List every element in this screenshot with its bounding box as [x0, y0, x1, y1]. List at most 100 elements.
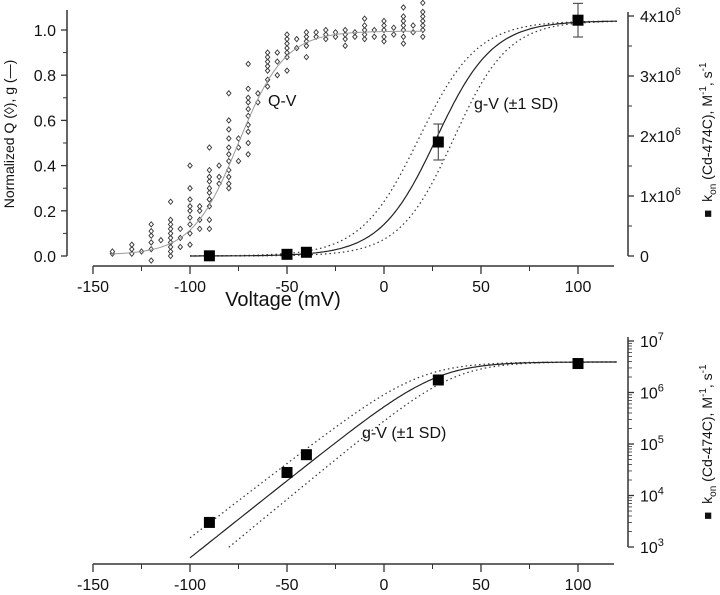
kon-point	[432, 374, 444, 386]
qv-point	[167, 230, 174, 237]
x-tick-label: -50	[275, 279, 298, 296]
qv-point	[361, 15, 368, 22]
qv-point	[400, 33, 407, 41]
bottom-right-y-ticks: 103 104 105 106 107	[628, 331, 664, 557]
qv-point	[206, 166, 213, 174]
ylabel-m-exp: -1	[698, 388, 709, 397]
qv-point	[226, 89, 232, 97]
qv-point	[361, 31, 368, 38]
qv-point	[129, 241, 135, 248]
qv-point	[342, 26, 348, 34]
qv-point	[284, 49, 290, 56]
qv-point	[235, 135, 242, 142]
qv-point	[206, 196, 213, 203]
qv-point	[148, 257, 154, 264]
gv-fit-lower-sd-curve	[228, 361, 617, 548]
kon-point	[281, 248, 293, 260]
y-tick-label: 0.8	[34, 68, 56, 85]
top-x-ticks: -150 -100 -50 0 50 100	[77, 266, 591, 296]
ylabel-s-exp: -1	[698, 364, 709, 373]
qv-point	[303, 28, 310, 36]
qv-point	[167, 225, 174, 233]
qv-point	[284, 44, 290, 52]
kon-point	[572, 14, 584, 26]
qv-point	[264, 53, 271, 61]
qv-point	[284, 40, 290, 47]
qv-point	[245, 128, 251, 135]
x-tick-label: -100	[174, 279, 206, 296]
kon-point	[281, 466, 293, 478]
gv-fit-curve	[189, 361, 617, 559]
kon-point	[203, 250, 215, 262]
kon-data-points	[203, 2, 584, 262]
ylabel-s: , s	[699, 373, 715, 388]
bottom-x-ticks: -150 -100 -50 0 50 100	[77, 564, 591, 594]
qv-point	[245, 94, 251, 102]
qv-point	[206, 173, 213, 181]
top-panel: 0.0 0.2 0.4 0.6 0.8 1.0 0 1x106 2x106 3x106 4x106…	[1, 0, 719, 311]
qv-point	[206, 216, 213, 224]
x-tick-label: 100	[565, 279, 592, 296]
y-tick-label: 1x106	[640, 186, 681, 206]
qv-point	[420, 22, 426, 29]
kon-point	[300, 449, 312, 461]
kon-point	[432, 136, 444, 148]
qv-point	[264, 62, 271, 70]
qv-point	[167, 216, 174, 224]
qv-point	[167, 252, 174, 260]
qv-point	[352, 33, 358, 41]
qv-point	[381, 17, 387, 25]
qv-point	[245, 112, 251, 120]
qv-point	[226, 135, 232, 142]
qv-point	[371, 33, 378, 41]
qv-point	[274, 58, 281, 65]
qv-point	[400, 13, 407, 20]
y-tick-label: 0.6	[34, 113, 56, 130]
ylabel-m-exp: -1	[698, 86, 709, 95]
y-tick-label: 3x106	[640, 66, 681, 86]
qv-point	[226, 184, 232, 192]
qv-point	[216, 162, 222, 169]
qv-point	[226, 117, 232, 124]
qv-point	[177, 243, 184, 251]
qv-point	[420, 17, 426, 25]
ylabel-k: k	[699, 194, 715, 202]
qv-point	[274, 49, 281, 56]
qv-point	[148, 239, 154, 246]
x-tick-label: 0	[380, 279, 389, 296]
qv-point	[109, 248, 116, 255]
qv-point	[245, 99, 251, 106]
qv-point	[361, 22, 368, 29]
qv-point	[206, 225, 213, 233]
qv-point	[420, 0, 426, 7]
qv-point	[420, 33, 426, 41]
qv-point	[206, 144, 213, 151]
svg-text:■ kon (Cd-474C), M-1,: ■ kon (Cd-474C), M-1, s-1	[698, 62, 719, 218]
qv-point	[187, 184, 193, 192]
y-tick-label: 0.4	[34, 159, 56, 176]
qv-point	[332, 33, 339, 41]
qv-point	[177, 225, 184, 233]
qv-point	[187, 162, 193, 169]
qv-point	[226, 151, 232, 158]
qv-point	[303, 42, 310, 50]
gv-fit-lower-sd-curve	[190, 20, 617, 257]
qv-point	[206, 184, 213, 192]
qv-point	[235, 157, 242, 165]
y-tick-label: 2x106	[640, 126, 681, 146]
gv-fit-upper-sd-curve	[190, 20, 617, 257]
qv-point	[187, 241, 193, 248]
x-tick-label: 50	[472, 279, 490, 296]
y-tick-label: 105	[640, 434, 664, 454]
svg-text:■ kon (Cd-474C), M-1,: ■ kon (Cd-474C), M-1, s-1	[698, 364, 719, 520]
x-tick-label: -100	[174, 577, 206, 594]
y-tick-label: 0	[640, 249, 649, 266]
qv-point	[245, 60, 251, 68]
x-tick-label: -50	[275, 577, 298, 594]
gv-annotation-top: g-V (±1 SD)	[474, 96, 558, 113]
qv-annotation: Q-V	[268, 93, 297, 110]
qv-point	[284, 67, 290, 74]
bottom-panel: 103 104 105 106 107 -150 -100 -50 0 50 100 ■ kon …	[77, 331, 719, 594]
kon-point	[572, 358, 584, 370]
